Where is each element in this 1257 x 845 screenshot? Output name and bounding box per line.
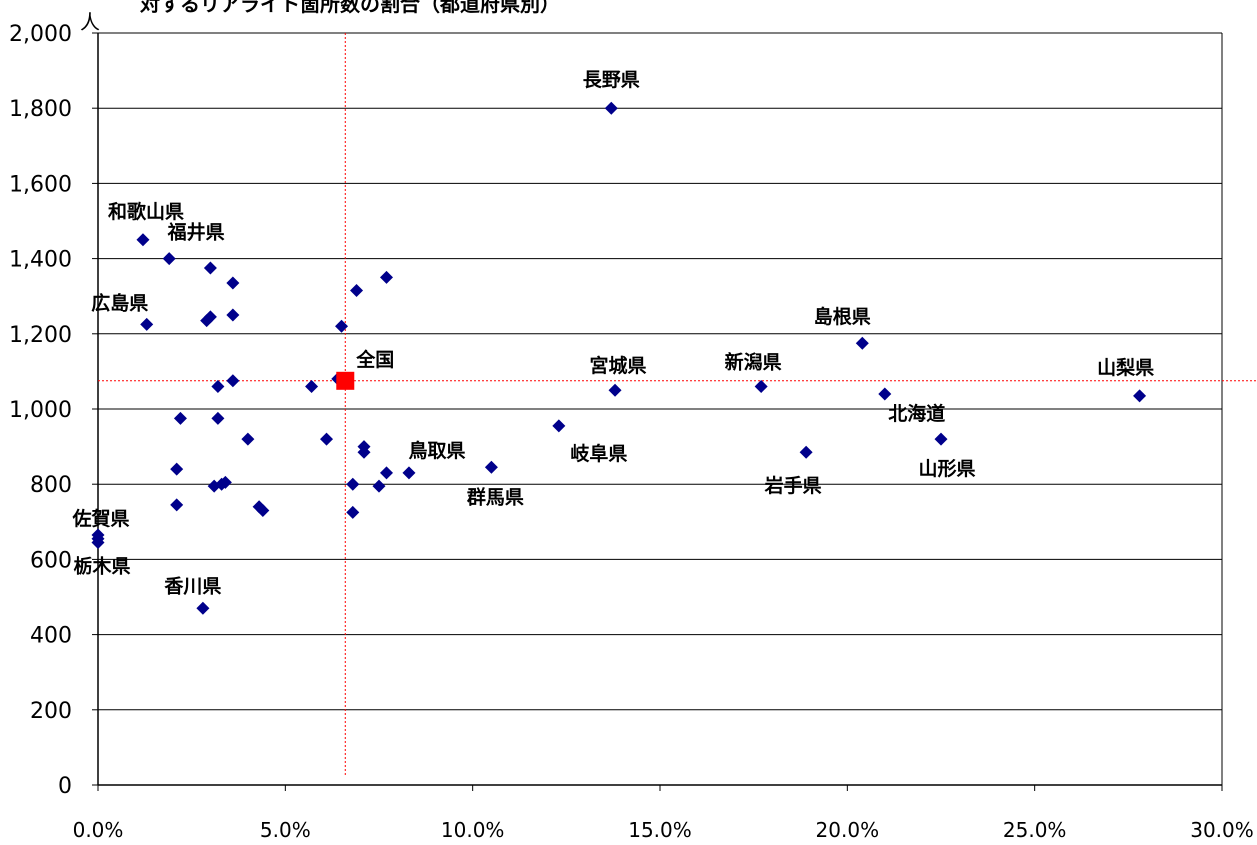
y-tick-label: 200 <box>30 699 72 724</box>
data-point <box>379 270 393 284</box>
data-point-岐阜県 <box>552 419 566 433</box>
point-label: 佐賀県 <box>71 507 129 530</box>
data-point-山梨県 <box>1133 389 1147 403</box>
data-point <box>320 432 334 446</box>
grid-layer <box>98 32 1222 711</box>
data-point-岩手県 <box>799 445 813 459</box>
point-label: 福井県 <box>167 221 225 244</box>
y-unit-label: 人 <box>80 10 100 34</box>
data-point <box>218 475 232 489</box>
data-point-広島県 <box>140 317 154 331</box>
y-tick-label: 1,800 <box>9 97 72 122</box>
y-tick-label: 600 <box>30 548 72 573</box>
data-point <box>226 276 240 290</box>
y-tick-label: 1,400 <box>9 248 72 273</box>
data-point <box>305 379 319 393</box>
points-layer <box>91 101 1147 615</box>
y-tick-label: 400 <box>30 624 72 649</box>
national-marker <box>336 371 355 390</box>
data-point <box>91 532 105 546</box>
x-tick-label: 10.0% <box>441 818 505 842</box>
data-point <box>372 479 386 493</box>
x-tick-label: 20.0% <box>816 818 880 842</box>
data-point <box>346 477 360 491</box>
data-point <box>170 462 184 476</box>
x-tick-label: 15.0% <box>628 818 692 842</box>
data-point <box>211 411 225 425</box>
x-tick-label: 25.0% <box>1003 818 1067 842</box>
point-label: 北海道 <box>888 402 945 425</box>
data-point-香川県 <box>196 601 210 615</box>
data-point-鳥取県 <box>402 466 416 480</box>
data-point <box>346 505 360 519</box>
data-point-長野県 <box>604 101 618 115</box>
point-label: 和歌山県 <box>108 200 184 223</box>
point-label: 広島県 <box>91 291 148 314</box>
y-tick-label: 1,200 <box>9 323 72 348</box>
data-point-宮城県 <box>608 383 622 397</box>
data-point-島根県 <box>855 336 869 350</box>
x-tick-label: 0.0% <box>73 818 124 842</box>
point-label: 岩手県 <box>764 474 822 497</box>
data-point-新潟県 <box>754 379 768 393</box>
point-label: 新潟県 <box>725 350 782 373</box>
point-label: 宮城県 <box>590 354 647 377</box>
data-point-福井県 <box>162 252 176 266</box>
data-point <box>203 261 217 275</box>
data-point <box>335 319 349 333</box>
chart-title: 対するリアライト箇所数の割合（都道府県別） <box>140 0 560 16</box>
x-tick-label: 30.0% <box>1190 818 1254 842</box>
data-point <box>170 498 184 512</box>
data-point-群馬県 <box>484 460 498 474</box>
data-point <box>350 284 364 298</box>
y-tick-label: 2,000 <box>9 22 72 47</box>
y-tick-label: 800 <box>30 473 72 498</box>
reference-lines <box>98 33 1257 775</box>
data-point <box>173 411 187 425</box>
axis-layer: 0 200 400 600 800 1,000 1,200 1,400 1,600 1,800 2,… <box>9 22 1254 842</box>
data-point <box>226 374 240 388</box>
point-label: 群馬県 <box>466 485 524 508</box>
point-label: 栃木県 <box>73 554 130 577</box>
data-point-山形県 <box>934 432 948 446</box>
point-label: 山形県 <box>918 458 975 480</box>
y-tick-label: 0 <box>58 774 72 799</box>
point-label: 長野県 <box>583 69 640 91</box>
data-point <box>379 466 393 480</box>
data-point-和歌山県 <box>136 233 150 247</box>
point-label: 島根県 <box>814 305 871 328</box>
point-label: 鳥取県 <box>408 439 465 462</box>
x-tick-label: 5.0% <box>260 818 311 842</box>
data-point <box>241 432 255 446</box>
y-tick-label: 1,000 <box>9 398 72 423</box>
point-label: 岐阜県 <box>570 442 627 465</box>
data-point <box>203 310 217 324</box>
data-point <box>226 308 240 322</box>
data-point <box>357 445 371 459</box>
data-point <box>256 504 270 518</box>
point-label: 山梨県 <box>1097 356 1154 379</box>
y-tick-label: 1,600 <box>9 172 72 197</box>
point-label: 香川県 <box>163 575 221 597</box>
national-label: 全国 <box>355 348 394 371</box>
data-point <box>211 379 225 393</box>
data-point-北海道 <box>878 387 892 401</box>
